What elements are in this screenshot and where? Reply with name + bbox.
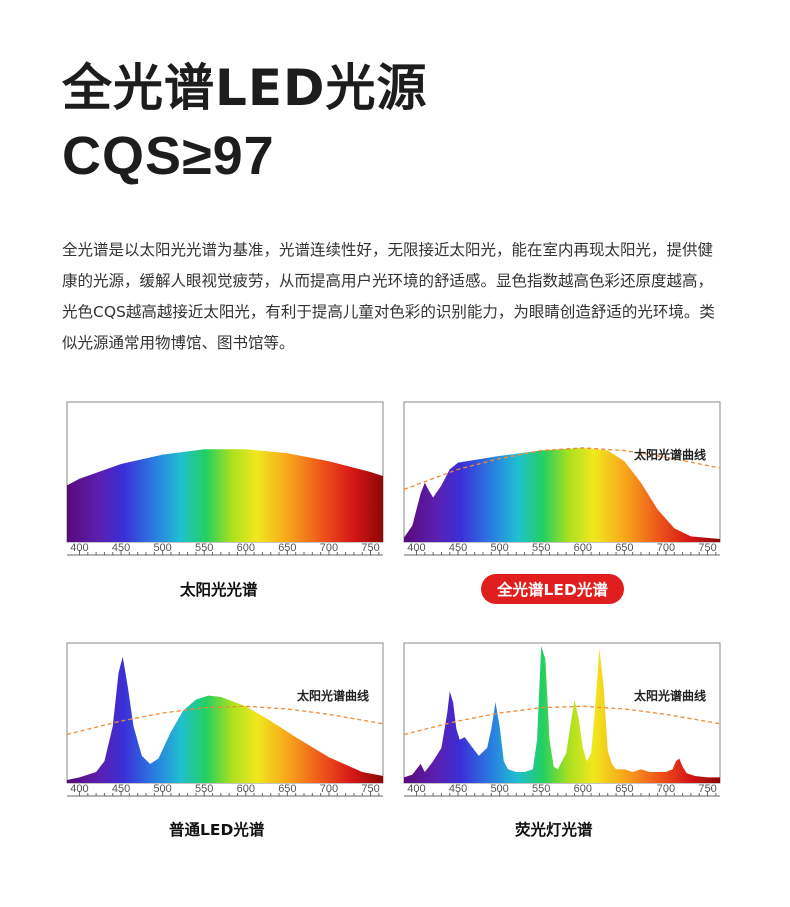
x-tick-label: 700	[657, 542, 675, 554]
caption-full-spectrum-led: 全光谱LED光谱	[481, 574, 624, 604]
x-tick-label: 650	[278, 542, 296, 554]
spectrum-area	[67, 449, 383, 539]
spectrum-chart-full-spectrum-led: 太阳光谱曲线 400 450 500 550 600 650 700 750	[403, 401, 721, 556]
spectrum-area	[404, 447, 720, 539]
x-tick-label: 750	[698, 783, 716, 795]
reference-curve-label: 太阳光谱曲线	[297, 688, 369, 703]
spectrum-chart-fluorescent: 太阳光谱曲线 400 450 500 550 600 650 700 750	[403, 642, 721, 797]
spectrum-baseline	[67, 780, 383, 783]
description-paragraph: 全光谱是以太阳光光谱为基准，光谱连续性好，无限接近太阳光，能在室内再现太阳光，提…	[62, 241, 715, 352]
x-tick-label: 500	[490, 542, 508, 554]
x-tick-label: 450	[112, 542, 130, 554]
spectrum-area	[404, 646, 720, 780]
x-tick-label: 700	[320, 783, 338, 795]
reference-curve-label: 太阳光谱曲线	[634, 688, 706, 703]
x-tick-label: 400	[70, 542, 88, 554]
x-tick-label: 500	[153, 542, 171, 554]
spectrum-baseline	[404, 539, 720, 542]
spectrum-chart-sunlight: 400 450 500 550 600 650 700 750	[66, 401, 384, 556]
x-tick-label: 750	[698, 542, 716, 554]
x-tick-label: 750	[361, 783, 379, 795]
reference-sun-curve	[403, 447, 721, 491]
spectrum-panel-sunlight: 400 450 500 550 600 650 700 750	[66, 401, 384, 567]
x-tick-label: 700	[320, 542, 338, 554]
x-tick-label: 600	[237, 542, 255, 554]
x-tick-label: 750	[361, 542, 379, 554]
x-tick-label: 650	[278, 783, 296, 795]
x-tick-label: 550	[195, 542, 213, 554]
spectrum-panel-standard-led: 太阳光谱曲线 400 450 500 550 600 650 700 750	[66, 642, 384, 808]
x-tick-label: 500	[490, 783, 508, 795]
x-tick-label: 400	[407, 783, 425, 795]
x-tick-label: 600	[574, 783, 592, 795]
caption-standard-led: 普通LED光谱	[169, 821, 265, 839]
x-tick-label: 400	[70, 783, 88, 795]
x-tick-label: 500	[153, 783, 171, 795]
x-tick-label: 700	[657, 783, 675, 795]
x-tick-label: 550	[532, 783, 550, 795]
x-tick-label: 450	[449, 542, 467, 554]
caption-sunlight: 太阳光光谱	[180, 581, 258, 599]
x-tick-label: 550	[195, 783, 213, 795]
spectrum-chart-standard-led: 太阳光谱曲线 400 450 500 550 600 650 700 750	[66, 642, 384, 797]
spectrum-panel-full-spectrum-led: 太阳光谱曲线 400 450 500 550 600 650 700 750	[403, 401, 721, 567]
x-tick-label: 600	[574, 542, 592, 554]
page-title: 全光谱LED光源	[62, 59, 428, 117]
x-tick-label: 650	[615, 783, 633, 795]
x-tick-label: 400	[407, 542, 425, 554]
page-subtitle: CQS≥97	[62, 126, 275, 186]
x-tick-label: 550	[532, 542, 550, 554]
spectrum-area	[67, 656, 383, 780]
spectrum-baseline	[404, 780, 720, 783]
x-tick-label: 650	[615, 542, 633, 554]
x-tick-label: 450	[449, 783, 467, 795]
reference-curve-label: 太阳光谱曲线	[634, 447, 706, 462]
x-tick-label: 600	[237, 783, 255, 795]
spectrum-baseline	[67, 539, 383, 542]
spectrum-panel-fluorescent: 太阳光谱曲线 400 450 500 550 600 650 700 750	[403, 642, 721, 808]
caption-fluorescent: 荧光灯光谱	[515, 821, 593, 839]
x-tick-label: 450	[112, 783, 130, 795]
